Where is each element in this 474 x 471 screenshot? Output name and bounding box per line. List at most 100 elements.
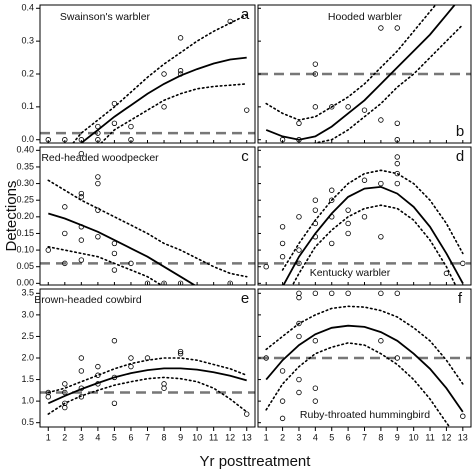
y-tick-label: 0.00 <box>16 278 34 288</box>
point <box>296 120 302 126</box>
point <box>62 389 68 396</box>
point <box>296 247 302 253</box>
point <box>361 177 368 183</box>
panel <box>258 154 471 285</box>
point <box>95 123 101 130</box>
point <box>312 197 319 203</box>
point <box>128 355 134 361</box>
point <box>161 280 167 285</box>
point <box>279 224 286 230</box>
y-tick-label: 0.20 <box>16 211 34 221</box>
point <box>312 385 319 391</box>
point <box>329 214 335 220</box>
panel-letter: e <box>241 290 249 307</box>
point <box>460 413 466 419</box>
x-tick-label: 5 <box>112 432 117 442</box>
y-tick-label: 3.5 <box>21 288 34 298</box>
point <box>329 104 335 110</box>
point <box>128 123 134 130</box>
point <box>329 187 335 193</box>
point <box>312 234 319 240</box>
point <box>378 290 384 297</box>
point <box>78 194 85 200</box>
x-tick-label: 1 <box>264 432 269 442</box>
point <box>161 385 167 391</box>
point <box>78 394 85 400</box>
point <box>177 348 184 355</box>
point <box>111 250 118 257</box>
ci-upper <box>47 357 248 394</box>
point <box>95 180 101 187</box>
ci-lower <box>47 246 163 285</box>
y-tick-label: 0.4 <box>21 3 34 13</box>
point <box>394 170 400 177</box>
point <box>394 290 400 297</box>
panel <box>40 14 255 143</box>
y-tick-label: 0.40 <box>16 145 34 155</box>
point <box>62 204 68 210</box>
point <box>45 247 51 253</box>
point <box>312 71 319 77</box>
point <box>378 234 384 240</box>
y-tick-label: 0.0 <box>21 134 34 144</box>
x-tick-label: 11 <box>209 432 218 442</box>
panel <box>40 338 255 417</box>
point <box>128 260 134 267</box>
panel <box>258 5 471 143</box>
point <box>378 25 384 31</box>
ci-lower <box>265 342 451 427</box>
point <box>296 333 302 340</box>
ci-lower <box>100 83 248 143</box>
panel-title: Ruby-throated hummingbird <box>300 409 430 421</box>
y-tick-label: 1.5 <box>21 374 34 384</box>
point <box>312 104 319 110</box>
point <box>111 240 118 247</box>
point <box>244 411 250 417</box>
y-tick-label: 2.0 <box>21 352 34 362</box>
x-tick-label: 8 <box>162 432 167 442</box>
point <box>78 224 85 230</box>
x-tick-label: 7 <box>362 432 367 442</box>
point <box>378 180 384 187</box>
ci-lower <box>291 204 457 285</box>
point <box>111 120 118 126</box>
x-tick-label: 3 <box>79 432 84 442</box>
fit-line <box>265 324 464 413</box>
x-tick-label: 1 <box>46 432 51 442</box>
panel-letter: f <box>458 290 463 307</box>
point <box>244 107 250 113</box>
point <box>177 68 184 74</box>
point <box>111 338 118 344</box>
point <box>296 290 302 297</box>
panel-letter: d <box>456 148 464 165</box>
point <box>95 372 101 378</box>
x-tick-label: 12 <box>441 432 451 442</box>
point <box>329 197 335 203</box>
panel-letter: c <box>241 148 249 165</box>
x-tick-label: 9 <box>395 432 400 442</box>
panel-title: Swainson's warbler <box>60 11 151 23</box>
point <box>312 207 319 213</box>
point <box>95 381 101 387</box>
point <box>161 71 167 77</box>
panel-title: Kentucky warbler <box>310 267 391 279</box>
point <box>345 220 351 227</box>
point <box>78 368 85 374</box>
point <box>378 338 384 344</box>
point <box>144 355 151 361</box>
point <box>361 214 368 220</box>
point <box>394 355 400 361</box>
x-tick-label: 4 <box>313 432 318 442</box>
point <box>111 100 118 107</box>
y-tick-label: 0.2 <box>21 68 34 78</box>
point <box>95 234 101 240</box>
panel-title: Brown-headed cowbird <box>34 294 142 306</box>
point <box>95 207 101 213</box>
fit-line <box>265 5 456 141</box>
x-tick-label: 4 <box>95 432 100 442</box>
y-tick-label: 0.30 <box>16 178 34 188</box>
x-tick-label: 10 <box>409 432 419 442</box>
x-tick-label: 7 <box>145 432 150 442</box>
ci-upper <box>281 169 464 271</box>
